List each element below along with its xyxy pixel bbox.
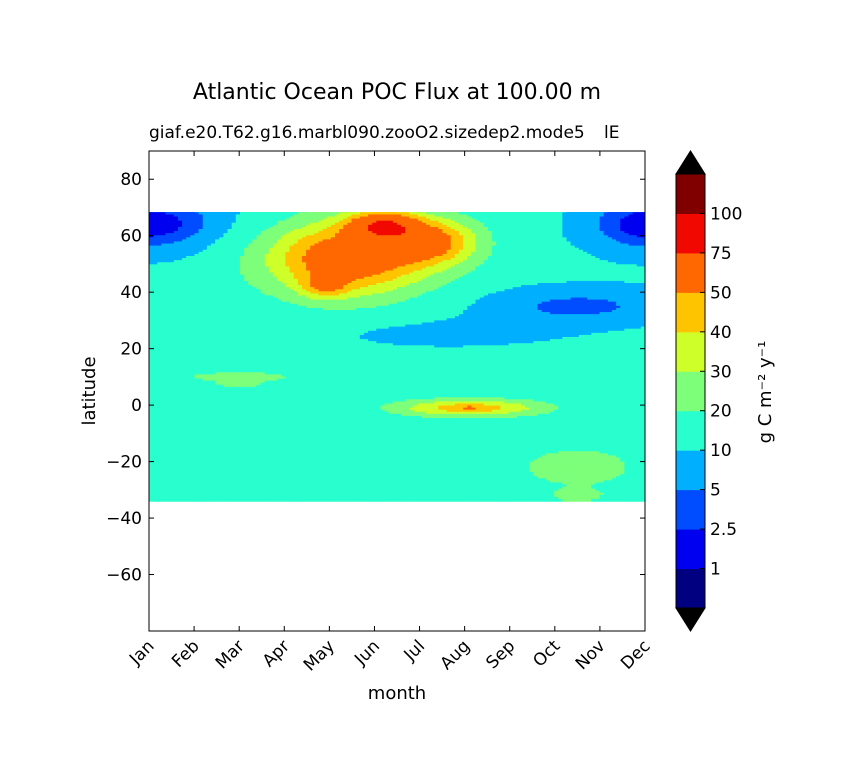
chart-title: Atlantic Ocean POC Flux at 100.00 m — [193, 80, 601, 105]
plot-area: Jan Feb Mar Apr May Jun Jul Aug Sep Oct Nov Dec 806… — [106, 151, 654, 675]
chart-subtitle-overlap: lE — [604, 123, 619, 143]
contour-field — [149, 210, 646, 501]
chart-subtitle: giaf.e20.T62.g16.marbl090.zooO2.sizedep2… — [149, 123, 585, 143]
figure: Atlantic Ocean POC Flux at 100.00 m giaf… — [0, 0, 857, 783]
